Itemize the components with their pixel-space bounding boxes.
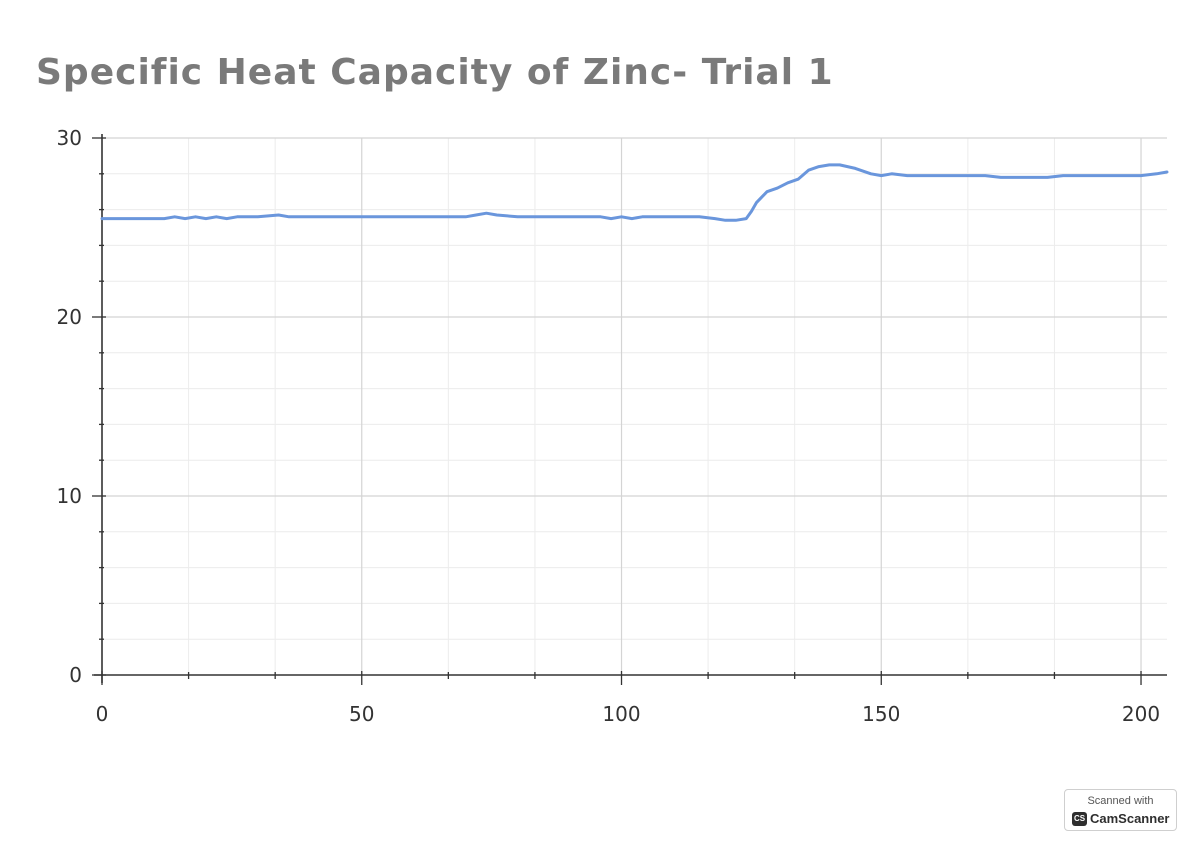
- data-point: [610, 217, 612, 219]
- data-point: [735, 219, 737, 221]
- data-point: [620, 216, 622, 218]
- data-point: [641, 216, 643, 218]
- data-point: [361, 216, 363, 218]
- data-point: [1046, 176, 1048, 178]
- line-chart: 0 10 20 30 0 50 100 150 200: [57, 126, 1169, 726]
- data-point: [1036, 176, 1038, 178]
- data-point: [698, 216, 700, 218]
- data-point: [651, 216, 653, 218]
- data-point: [807, 169, 809, 171]
- data-point: [600, 216, 602, 218]
- data-point: [288, 216, 290, 218]
- watermark-top-text: Scanned with: [1087, 795, 1154, 807]
- data-point: [631, 217, 633, 219]
- data-point: [1062, 174, 1064, 176]
- grid-lines: [102, 137, 1167, 675]
- x-tick-label: 200: [1122, 702, 1160, 726]
- data-point: [1088, 174, 1090, 176]
- data-point: [1010, 176, 1012, 178]
- axes: [92, 134, 1167, 685]
- data-point: [496, 214, 498, 216]
- x-tick-label: 50: [349, 702, 374, 726]
- data-point: [984, 174, 986, 176]
- data-point: [225, 217, 227, 219]
- y-tick-label: 0: [69, 663, 82, 687]
- data-point: [475, 214, 477, 216]
- x-tick-label: 150: [862, 702, 900, 726]
- data-point: [485, 212, 487, 214]
- data-point: [568, 216, 570, 218]
- data-point: [464, 216, 466, 218]
- data-point: [174, 216, 176, 218]
- data-point: [787, 182, 789, 184]
- series-line-1: [100, 163, 1169, 222]
- data-point: [745, 217, 747, 219]
- data-point: [724, 219, 726, 221]
- data-point: [184, 217, 186, 219]
- data-point: [1166, 171, 1168, 173]
- y-tick-label: 20: [57, 305, 82, 329]
- watermark-brand-text: CamScanner: [1090, 811, 1170, 826]
- data-point: [194, 216, 196, 218]
- data-point: [828, 164, 830, 166]
- y-tick-label: 30: [57, 126, 82, 150]
- data-point: [1114, 174, 1116, 176]
- data-point: [205, 217, 207, 219]
- data-point: [854, 167, 856, 169]
- data-point: [755, 201, 757, 203]
- data-point: [516, 216, 518, 218]
- data-point: [101, 217, 103, 219]
- data-point: [906, 174, 908, 176]
- y-tick-label: 10: [57, 484, 82, 508]
- data-point: [766, 191, 768, 193]
- x-tick-label: 100: [602, 702, 640, 726]
- data-point: [1140, 174, 1142, 176]
- data-point: [776, 187, 778, 189]
- data-point: [413, 216, 415, 218]
- data-point: [277, 214, 279, 216]
- data-point: [839, 164, 841, 166]
- data-point: [257, 216, 259, 218]
- data-point: [236, 216, 238, 218]
- data-point: [309, 216, 311, 218]
- data-point: [672, 216, 674, 218]
- data-point: [163, 217, 165, 219]
- data-point: [750, 210, 752, 212]
- x-tick-label: 0: [96, 702, 109, 726]
- data-point: [1000, 176, 1002, 178]
- data-point: [958, 174, 960, 176]
- tick-labels: 0 10 20 30 0 50 100 150 200: [57, 126, 1161, 726]
- data-point: [797, 178, 799, 180]
- data-point: [1155, 173, 1157, 175]
- data-point: [890, 173, 892, 175]
- data-point: [870, 173, 872, 175]
- data-point: [818, 165, 820, 167]
- camscanner-logo-icon: CS: [1072, 812, 1087, 826]
- series-lines: [100, 163, 1169, 222]
- data-point: [215, 216, 217, 218]
- chart-title: Specific Heat Capacity of Zinc- Trial 1: [36, 52, 834, 93]
- data-point: [932, 174, 934, 176]
- camscanner-watermark: Scanned with CS CamScanner: [1064, 789, 1177, 831]
- data-point: [714, 217, 716, 219]
- data-point: [880, 174, 882, 176]
